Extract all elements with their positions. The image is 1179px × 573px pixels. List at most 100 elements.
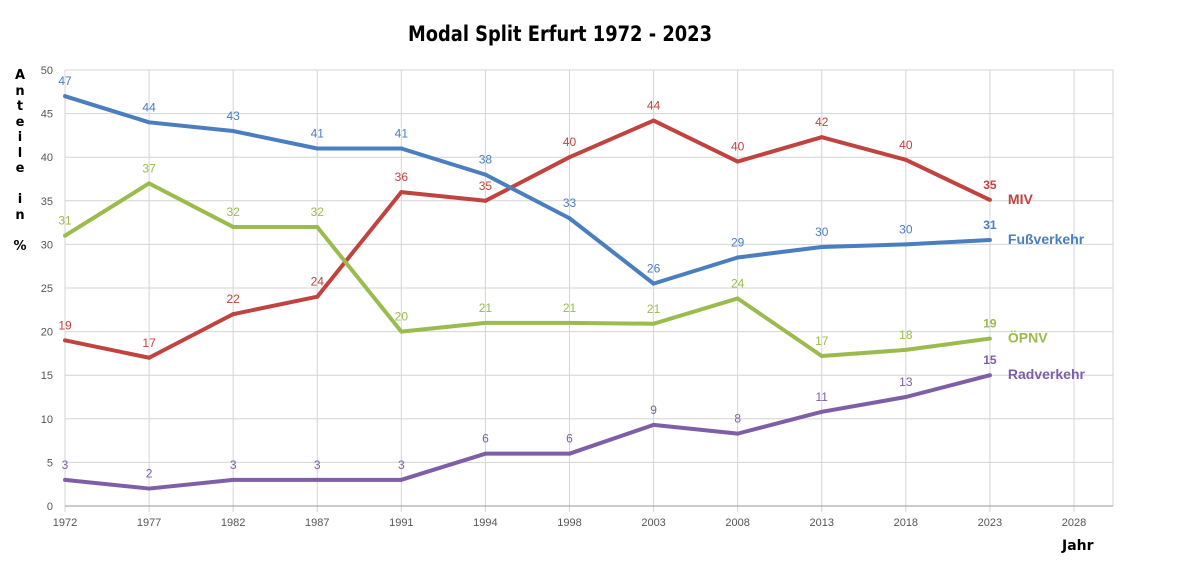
data-point [147,486,152,491]
data-label: 9 [650,403,657,417]
data-label: 21 [563,301,577,315]
data-point [903,395,908,399]
data-point [987,336,992,341]
x-axis-label: Jahr [1062,538,1094,554]
data-label: 40 [731,140,745,154]
x-tick-label: 2008 [725,517,749,529]
y-tick-label: 0 [47,501,53,513]
x-tick-label: 1972 [53,517,77,529]
x-tick-label: 1987 [305,517,329,529]
data-point [147,181,152,186]
data-point [231,312,236,317]
data-point [903,157,908,162]
data-point [651,281,656,286]
data-point [903,242,908,247]
data-point [63,338,67,343]
data-label: 2 [146,467,153,481]
data-point [567,216,572,221]
x-tick-label: 1994 [473,517,497,529]
data-label: 24 [311,275,325,289]
data-label: 29 [731,235,745,249]
data-point [483,198,488,203]
data-point [231,224,236,229]
data-point [483,451,488,456]
data-label: 41 [395,126,409,140]
data-point [819,135,824,140]
data-point [315,146,320,151]
x-tick-label: 2023 [978,517,1002,529]
data-point [63,233,67,238]
data-point [735,296,740,301]
data-label: 3 [230,458,237,472]
data-label: 18 [899,328,913,342]
data-label: 31 [983,218,997,232]
series-line-2 [63,181,991,359]
data-label: 22 [226,292,240,306]
chart-title: Modal Split Erfurt 1972 - 2023 [407,22,713,46]
x-tick-label: 2018 [894,517,918,529]
data-label: 41 [311,126,325,140]
y-tick-label: 15 [41,370,53,382]
series-label: ÖPNV [1008,330,1048,346]
data-label: 21 [479,301,493,315]
data-point [651,422,656,427]
x-tick-label: 2003 [641,517,665,529]
x-tick-label: 2028 [1062,517,1086,529]
series-line-0 [64,118,991,360]
data-point [903,347,908,352]
data-point [399,146,404,151]
data-label: 3 [62,458,69,472]
data-label: 33 [563,196,577,210]
series-label: Fußverkehr [1008,231,1085,247]
data-label: 40 [899,138,913,152]
data-label: 40 [563,135,577,149]
x-tick-label: 1977 [137,517,161,529]
data-point [231,129,236,134]
data-label: 8 [734,412,741,426]
y-tick-label: 30 [41,239,53,251]
data-point [147,355,152,360]
data-point [315,224,320,229]
y-tick-label: 20 [41,327,53,339]
y-tick-label: 5 [47,457,53,469]
data-point [735,159,740,164]
x-tick-label: 1998 [557,517,581,529]
data-point [567,155,572,160]
y-tick-label: 10 [41,414,53,426]
data-label: 44 [647,99,661,113]
data-label: 47 [58,74,72,88]
data-label: 35 [479,179,493,193]
data-point [735,431,740,436]
data-label: 24 [731,276,745,290]
data-label: 19 [58,318,72,332]
data-label: 31 [58,214,72,228]
data-label: 30 [899,222,913,236]
data-point [819,354,824,359]
data-point [63,477,67,482]
y-axis-label: A n t e i l e i n % [13,68,27,254]
data-point [987,238,992,243]
y-tick-label: 45 [41,109,53,121]
data-point [315,477,320,482]
data-point [483,172,488,177]
data-point [63,94,67,99]
series-line-3 [64,373,991,491]
series-label: MIV [1008,191,1034,207]
data-label: 19 [983,317,997,331]
data-label: 43 [226,109,240,123]
y-tick-label: 40 [41,152,53,164]
data-label: 17 [142,336,156,350]
data-point [483,320,488,325]
data-point [567,451,572,456]
data-point [399,190,404,195]
y-tick-label: 25 [41,283,53,295]
data-point [567,320,572,325]
data-label: 20 [395,310,409,324]
x-tick-label: 1991 [389,517,413,529]
data-label: 17 [815,334,829,348]
data-point [735,255,740,260]
data-point [987,197,992,202]
series-line-1 [64,94,991,286]
